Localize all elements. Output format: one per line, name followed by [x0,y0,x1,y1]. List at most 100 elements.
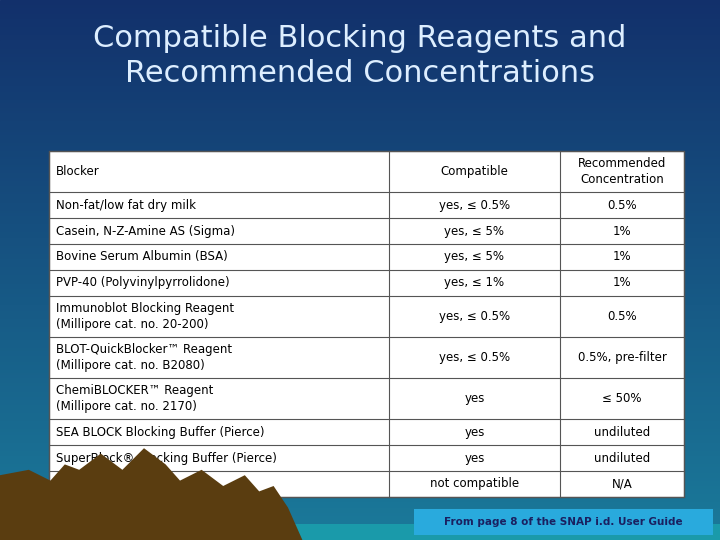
Bar [0,0,720,3]
Bar [0,302,720,305]
Bar [0,443,720,445]
Bar [0,86,720,89]
Bar [0,521,720,524]
Bar [0,297,720,300]
Bar [0,132,720,135]
Bar [0,383,720,386]
Text: yes, ≤ 1%: yes, ≤ 1% [444,276,505,289]
Bar [0,308,720,310]
Text: Non-fat/low fat dry milk: Non-fat/low fat dry milk [56,199,196,212]
Bar [0,159,720,162]
Bar [0,427,720,429]
Bar [0,108,720,111]
Bar [0,130,720,132]
Bar [0,316,720,319]
Bar [0,319,720,321]
Bar [0,510,720,513]
Bar [0,181,720,184]
Bar [0,22,720,24]
Bar [0,221,720,224]
Bar [0,324,720,327]
Bar [0,19,720,22]
Text: ≤ 50%: ≤ 50% [603,392,642,406]
Bar [0,140,720,143]
Bar [0,5,720,8]
Bar [0,502,720,505]
Bar [0,472,720,475]
Bar [0,416,720,418]
Text: yes, ≤ 0.5%: yes, ≤ 0.5% [439,310,510,323]
Bar [0,327,720,329]
Bar [0,146,720,148]
Text: yes, ≤ 0.5%: yes, ≤ 0.5% [439,199,510,212]
Bar [0,246,720,248]
Text: Recommended
Concentration: Recommended Concentration [578,157,666,186]
Bar [0,446,720,448]
Bar [0,286,720,289]
Text: ChemiBLOCKER™ Reagent
(Millipore cat. no. 2170): ChemiBLOCKER™ Reagent (Millipore cat. no… [56,384,214,413]
Bar [0,265,720,267]
Bar [0,437,720,440]
Bar [0,267,720,270]
Bar [0,43,720,46]
Bar [0,194,720,197]
Text: yes, ≤ 5%: yes, ≤ 5% [444,225,505,238]
Bar [0,14,720,16]
Text: yes: yes [464,426,485,439]
Bar [0,143,720,146]
Bar [0,489,720,491]
Bar [0,289,720,292]
Text: Compatible Blocking Reagents and
Recommended Concentrations: Compatible Blocking Reagents and Recomme… [94,24,626,88]
Bar [0,459,720,462]
Bar [0,467,720,470]
Bar [0,294,720,297]
Text: 1%: 1% [613,225,631,238]
Bar [0,421,720,424]
Bar [0,54,720,57]
Bar [0,76,720,78]
Bar [0,354,720,356]
Bar [0,537,720,540]
Bar [0,262,720,265]
Bar [0,418,720,421]
Bar [0,97,720,100]
Bar [0,113,720,116]
Text: undiluted: undiluted [594,426,650,439]
Bar [0,464,720,467]
Bar [0,381,720,383]
Bar [0,400,720,402]
Bar [0,402,720,405]
Bar [0,127,720,130]
Bar [0,8,720,11]
Bar [0,124,720,127]
Bar [0,208,720,211]
Bar [0,232,720,235]
Bar [0,103,720,105]
Bar [0,524,720,540]
Bar [0,49,720,51]
Bar [414,509,713,535]
Bar [0,62,720,65]
Bar [0,497,720,500]
Bar [0,259,720,262]
Bar [0,68,720,70]
Bar [0,470,720,472]
Bar [0,429,720,432]
Bar [0,16,720,19]
Bar [0,173,720,176]
Bar [0,135,720,138]
Bar [0,486,720,489]
Bar [0,35,720,38]
Bar [0,375,720,378]
Text: yes, ≤ 5%: yes, ≤ 5% [444,251,505,264]
Bar [0,251,720,254]
Text: Immunoblot Blocking Reagent
(Millipore cat. no. 20-200): Immunoblot Blocking Reagent (Millipore c… [56,302,234,331]
Bar [0,3,720,5]
Bar [0,435,720,437]
Bar [0,451,720,454]
Text: N/A: N/A [612,477,632,490]
Text: not compatible: not compatible [430,477,519,490]
Bar [0,462,720,464]
Bar [0,392,720,394]
Bar [0,351,720,354]
